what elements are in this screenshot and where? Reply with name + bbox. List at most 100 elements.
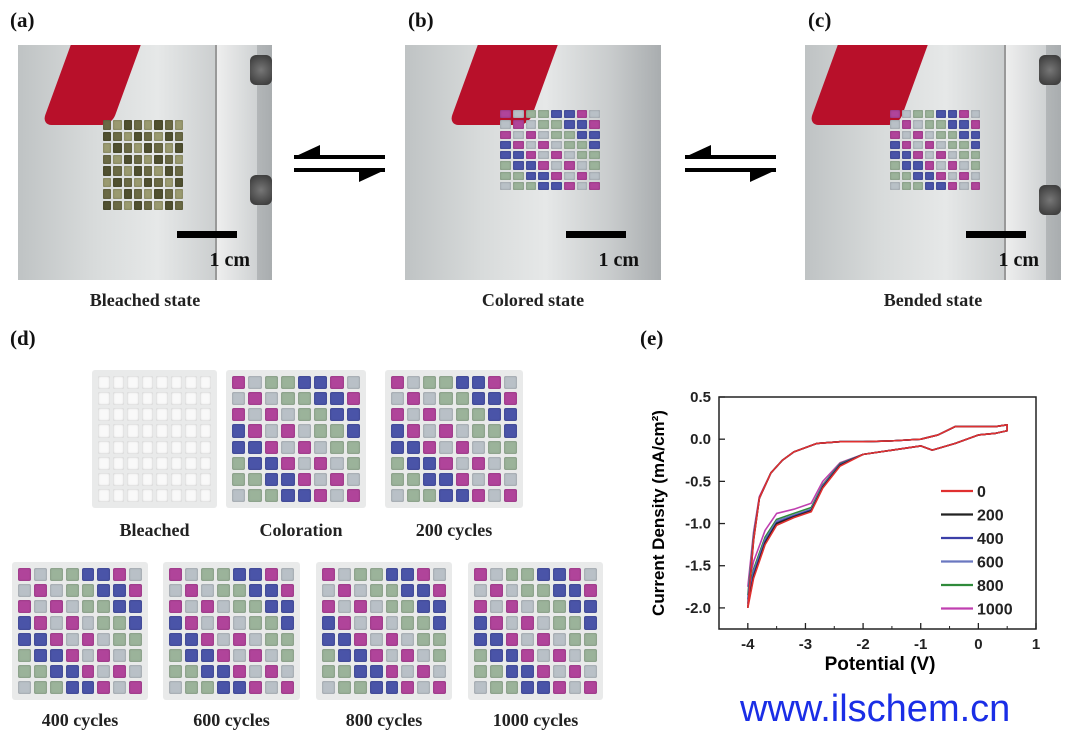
pixel-cell (385, 648, 399, 662)
pixel-cell (576, 130, 588, 139)
pixel-cell (525, 120, 537, 129)
pixel-cell (330, 488, 344, 502)
pixel-cell (391, 424, 405, 438)
pixel-cell (232, 488, 246, 502)
pixel-cell (455, 408, 469, 422)
pixel-cell (385, 664, 399, 678)
pixel-cell (563, 120, 575, 129)
pixel-cell (455, 456, 469, 470)
pixel-cell (322, 664, 335, 678)
pixel-cell (65, 600, 79, 614)
pixel-cell (525, 140, 537, 149)
pixel-cell (474, 632, 487, 646)
pixel-cell (503, 408, 517, 422)
pixel-cell (563, 151, 575, 160)
pixel-cell (127, 488, 139, 502)
pixel-cell (568, 632, 582, 646)
pixel-cell (199, 488, 211, 502)
pixel-cell (417, 600, 431, 614)
pixel-cell (123, 120, 132, 130)
pixel-cell (487, 392, 501, 406)
pixel-cell (407, 440, 421, 454)
pixel-cell (123, 143, 132, 153)
pixel-cell (512, 130, 524, 139)
pixel-cell (552, 632, 566, 646)
pixel-cell (521, 568, 534, 582)
pixel-cell (471, 408, 485, 422)
pixel-cell (185, 488, 197, 502)
pixel-cell (133, 189, 142, 199)
pixel-cell (185, 664, 198, 678)
x-tick-label: 1 (1032, 636, 1040, 653)
pixel-cell (249, 664, 262, 678)
pixel-cell (33, 600, 47, 614)
pixel-cell (500, 161, 511, 170)
pixel-cell (123, 131, 132, 141)
pixel-cell (199, 424, 211, 438)
panel-label-a: (a) (10, 8, 35, 32)
pixel-cell (49, 600, 63, 614)
pixel-cell (185, 440, 197, 454)
pixel-cell (959, 151, 969, 160)
pixel-cell (185, 584, 198, 598)
pixel-cell (249, 632, 262, 646)
pixel-cell (156, 408, 168, 422)
pixel-cell (113, 680, 127, 694)
pixel-cell (346, 392, 360, 406)
y-tick-label: 0.5 (690, 389, 711, 406)
pixel-cell (512, 110, 524, 119)
pixel-cell (385, 632, 399, 646)
pixel-cell (129, 616, 142, 630)
pixel-cell (174, 120, 183, 130)
pixel-cell (129, 680, 142, 694)
pixel-cell (913, 161, 923, 170)
pixel-cell (98, 440, 110, 454)
pixel-cell (65, 664, 79, 678)
pixel-cell (337, 568, 351, 582)
pixel-cell (201, 632, 214, 646)
pixel-cell (353, 568, 367, 582)
pixel-cell (217, 648, 230, 662)
pixel-cell (353, 616, 367, 630)
pixel-cell (141, 488, 153, 502)
pixel-cell (103, 177, 112, 187)
pixel-cell (471, 440, 485, 454)
pixel-cell (201, 616, 214, 630)
pixel-cell (201, 600, 214, 614)
pixel-cell (97, 616, 111, 630)
pixel-cell (947, 151, 957, 160)
pixel-cell (97, 600, 111, 614)
pixel-cell (98, 376, 110, 390)
pixel-cell (113, 568, 127, 582)
pixel-cell (417, 616, 431, 630)
pixel-cell (353, 600, 367, 614)
pixel-cell (563, 161, 575, 170)
pixel-cell (970, 181, 980, 190)
series-line-600 (747, 424, 1008, 600)
pixel-cell (913, 181, 923, 190)
pixel-cell (474, 568, 487, 582)
pixel-cell (49, 648, 63, 662)
pixel-cell (423, 408, 437, 422)
pixel-cell (233, 616, 246, 630)
pixel-cell (248, 392, 262, 406)
sample-label: 1000 cycles (492, 710, 579, 730)
plot-frame (718, 396, 1037, 630)
pixel-cell (217, 664, 230, 678)
pixel-cell (391, 488, 405, 502)
pixel-cell (49, 632, 63, 646)
pixel-cell (471, 424, 485, 438)
pixel-cell (369, 616, 383, 630)
pixel-cell (169, 648, 182, 662)
pixel-cell (98, 408, 110, 422)
pixel-cell (391, 456, 405, 470)
pixel-cell (455, 440, 469, 454)
pixel-cell (487, 408, 501, 422)
pixel-cell (537, 632, 550, 646)
pixel-cell (455, 392, 469, 406)
pixel-cell (576, 171, 588, 180)
pixel-cell (890, 140, 900, 149)
pixel-cell (103, 120, 112, 130)
x-axis-label: Potential (V) (825, 654, 936, 675)
sample-label: 800 cycles (345, 710, 423, 730)
